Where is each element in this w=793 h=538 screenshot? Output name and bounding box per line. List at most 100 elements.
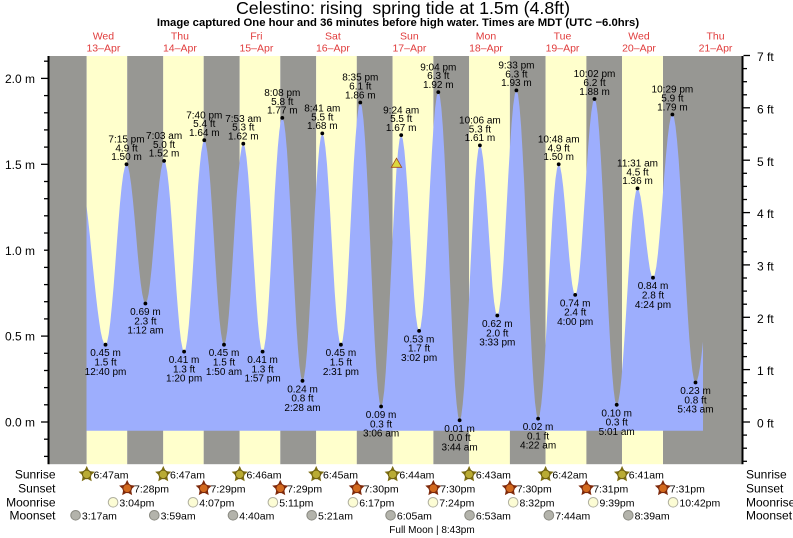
svg-text:2.0 ft: 2.0 ft [486,328,508,339]
svg-text:3:33 pm: 3:33 pm [479,338,515,349]
svg-text:3:06 am: 3:06 am [363,429,399,440]
svg-text:8:35 pm: 8:35 pm [342,73,378,84]
svg-text:7 ft: 7 ft [757,50,774,64]
svg-text:6:05am: 6:05am [397,510,432,522]
svg-text:1.5 ft: 1.5 ft [94,358,116,369]
svg-text:6:45am: 6:45am [323,469,358,481]
svg-text:5.3 ft: 5.3 ft [232,123,254,134]
svg-text:7:28pm: 7:28pm [134,483,169,495]
svg-text:7:24pm: 7:24pm [439,497,474,509]
svg-text:6:42am: 6:42am [552,469,587,481]
svg-text:0.5 m: 0.5 m [5,330,35,344]
svg-text:Wed: Wed [93,31,115,43]
svg-text:13–Apr: 13–Apr [86,43,120,55]
svg-text:Image captured One hour and 36: Image captured One hour and 36 minutes b… [157,17,639,29]
svg-text:1.5 ft: 1.5 ft [330,358,352,369]
svg-text:0.09 m: 0.09 m [366,410,397,421]
svg-text:6:43am: 6:43am [476,469,511,481]
svg-text:0.41 m: 0.41 m [169,355,200,366]
svg-text:6.3 ft: 6.3 ft [427,71,449,82]
svg-text:2:31 pm: 2:31 pm [323,367,359,378]
svg-text:0.0 ft: 0.0 ft [448,433,470,444]
svg-text:0.69 m: 0.69 m [130,307,161,318]
svg-text:2.3 ft: 2.3 ft [134,316,156,327]
svg-text:0.02 m: 0.02 m [523,422,554,433]
svg-text:7:44am: 7:44am [555,510,590,522]
svg-text:17–Apr: 17–Apr [392,43,426,55]
svg-text:3:44 am: 3:44 am [442,442,478,453]
svg-text:5:21am: 5:21am [318,510,353,522]
svg-text:10:02 pm: 10:02 pm [574,69,616,80]
svg-text:3:17am: 3:17am [82,510,117,522]
svg-text:8:32pm: 8:32pm [520,497,555,509]
svg-text:10:29 pm: 10:29 pm [652,85,694,96]
svg-text:10:06 am: 10:06 am [459,116,501,127]
svg-text:3:04pm: 3:04pm [119,497,154,509]
svg-text:6:47am: 6:47am [170,469,205,481]
svg-text:5:43 am: 5:43 am [677,405,713,416]
svg-text:0.45 m: 0.45 m [209,348,240,359]
svg-text:Moonset: Moonset [9,509,56,523]
svg-text:Sunrise: Sunrise [15,468,56,482]
svg-text:4 ft: 4 ft [757,207,774,221]
svg-text:4:00 pm: 4:00 pm [557,317,593,328]
svg-text:Sunset: Sunset [18,482,56,496]
svg-text:Sat: Sat [325,31,341,43]
svg-text:8:41 am: 8:41 am [304,104,340,115]
svg-text:15–Apr: 15–Apr [239,43,273,55]
svg-text:0.23 m: 0.23 m [680,386,711,397]
svg-text:Moonset: Moonset [746,509,793,523]
svg-text:11:31 am: 11:31 am [617,159,658,170]
svg-text:0.8 ft: 0.8 ft [291,394,313,405]
svg-text:9:39pm: 9:39pm [600,497,635,509]
svg-text:0.3 ft: 0.3 ft [606,418,628,429]
svg-text:18–Apr: 18–Apr [469,43,503,55]
svg-text:4.9 ft: 4.9 ft [115,143,137,154]
svg-text:1.50 m: 1.50 m [543,152,574,163]
svg-text:1:20 pm: 1:20 pm [166,374,202,385]
svg-text:5 ft: 5 ft [757,155,774,169]
svg-text:6.3 ft: 6.3 ft [505,69,527,80]
svg-text:7:53 am: 7:53 am [225,114,261,125]
svg-text:8:08 pm: 8:08 pm [264,88,300,99]
svg-text:9:24 am: 9:24 am [383,105,419,116]
svg-text:1.86 m: 1.86 m [345,90,376,101]
svg-text:7:29pm: 7:29pm [287,483,322,495]
svg-text:1:57 pm: 1:57 pm [245,374,281,385]
svg-text:5:11pm: 5:11pm [279,497,313,509]
svg-text:1.68 m: 1.68 m [307,121,338,132]
svg-text:7:30pm: 7:30pm [517,483,552,495]
svg-text:Mon: Mon [476,31,497,43]
svg-text:Wed: Wed [628,31,650,43]
svg-text:4:07pm: 4:07pm [199,497,234,509]
svg-text:0.8 ft: 0.8 ft [684,395,706,406]
svg-text:4.5 ft: 4.5 ft [626,167,648,178]
svg-text:Celestino: rising spring tide: Celestino: rising spring tide at 1.5m (4… [236,0,570,18]
svg-text:10:42pm: 10:42pm [679,497,720,509]
svg-text:7:31pm: 7:31pm [593,483,628,495]
svg-text:1.5 m: 1.5 m [5,158,35,172]
svg-text:16–Apr: 16–Apr [316,43,350,55]
svg-text:Tue: Tue [554,31,572,43]
svg-text:1 ft: 1 ft [757,364,774,378]
svg-text:0.3 ft: 0.3 ft [370,419,392,430]
svg-text:1.52 m: 1.52 m [149,149,180,160]
svg-text:0.41 m: 0.41 m [247,355,278,366]
svg-text:0.10 m: 0.10 m [601,408,632,419]
svg-text:6.1 ft: 6.1 ft [349,82,371,93]
svg-text:1.61 m: 1.61 m [465,133,496,144]
svg-text:Sunrise: Sunrise [746,468,787,482]
svg-text:Sun: Sun [400,31,419,43]
svg-text:3:02 pm: 3:02 pm [401,353,437,364]
svg-text:8:39am: 8:39am [635,510,670,522]
svg-text:2:28 am: 2:28 am [284,403,320,414]
svg-text:4:24 pm: 4:24 pm [635,300,671,311]
svg-text:6:47am: 6:47am [94,469,129,481]
svg-text:0.74 m: 0.74 m [560,298,591,309]
svg-text:7:15 pm: 7:15 pm [108,135,144,146]
svg-text:7:03 am: 7:03 am [146,131,182,142]
svg-text:Moonrise: Moonrise [746,496,793,510]
svg-text:Sunset: Sunset [746,482,784,496]
svg-text:0.1 ft: 0.1 ft [527,431,549,442]
svg-text:6.2 ft: 6.2 ft [583,78,605,89]
